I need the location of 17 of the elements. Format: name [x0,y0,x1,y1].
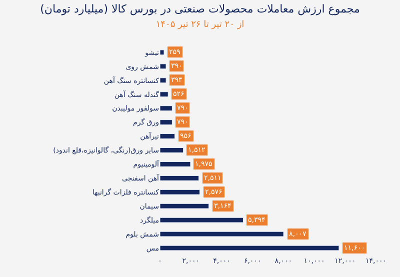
bar [160,161,191,167]
bar [160,245,340,251]
bar [160,106,172,111]
bar [160,231,284,237]
bar [160,64,166,70]
bar [160,120,172,125]
bar [160,148,184,153]
chart-subtitle: از ۲۰ تیر تا ۲۶ تیر ۱۴۰۵ [156,20,244,30]
bar [160,92,168,97]
bar [160,175,199,181]
bar [160,217,244,223]
bar [160,203,210,209]
bar [160,50,164,56]
bar [160,134,175,139]
bar [160,189,200,195]
chart-title: مجموع ارزش معاملات محصولات صنعتی در بورس کالا (میلیارد تومان) [40,2,360,16]
bar [160,78,166,84]
